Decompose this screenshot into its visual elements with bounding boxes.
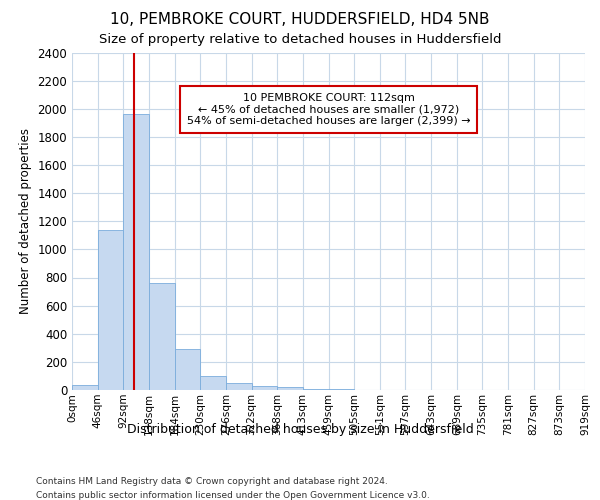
Text: Contains HM Land Registry data © Crown copyright and database right 2024.: Contains HM Land Registry data © Crown c… bbox=[36, 478, 388, 486]
Bar bbox=[72, 385, 98, 390]
Bar bbox=[175, 348, 200, 390]
Text: 10 PEMBROKE COURT: 112sqm
← 45% of detached houses are smaller (1,972)
54% of se: 10 PEMBROKE COURT: 112sqm ← 45% of detac… bbox=[187, 93, 470, 126]
Bar bbox=[200, 376, 226, 390]
Text: Size of property relative to detached houses in Huddersfield: Size of property relative to detached ho… bbox=[99, 32, 501, 46]
Text: Contains public sector information licensed under the Open Government Licence v3: Contains public sector information licen… bbox=[36, 491, 430, 500]
Bar bbox=[226, 383, 251, 390]
Bar bbox=[277, 387, 303, 390]
Text: Distribution of detached houses by size in Huddersfield: Distribution of detached houses by size … bbox=[127, 422, 473, 436]
Bar bbox=[124, 114, 149, 390]
Bar bbox=[98, 230, 124, 390]
Bar bbox=[251, 386, 277, 390]
Bar bbox=[303, 388, 329, 390]
Y-axis label: Number of detached properties: Number of detached properties bbox=[19, 128, 32, 314]
Text: 10, PEMBROKE COURT, HUDDERSFIELD, HD4 5NB: 10, PEMBROKE COURT, HUDDERSFIELD, HD4 5N… bbox=[110, 12, 490, 28]
Bar bbox=[149, 283, 175, 390]
